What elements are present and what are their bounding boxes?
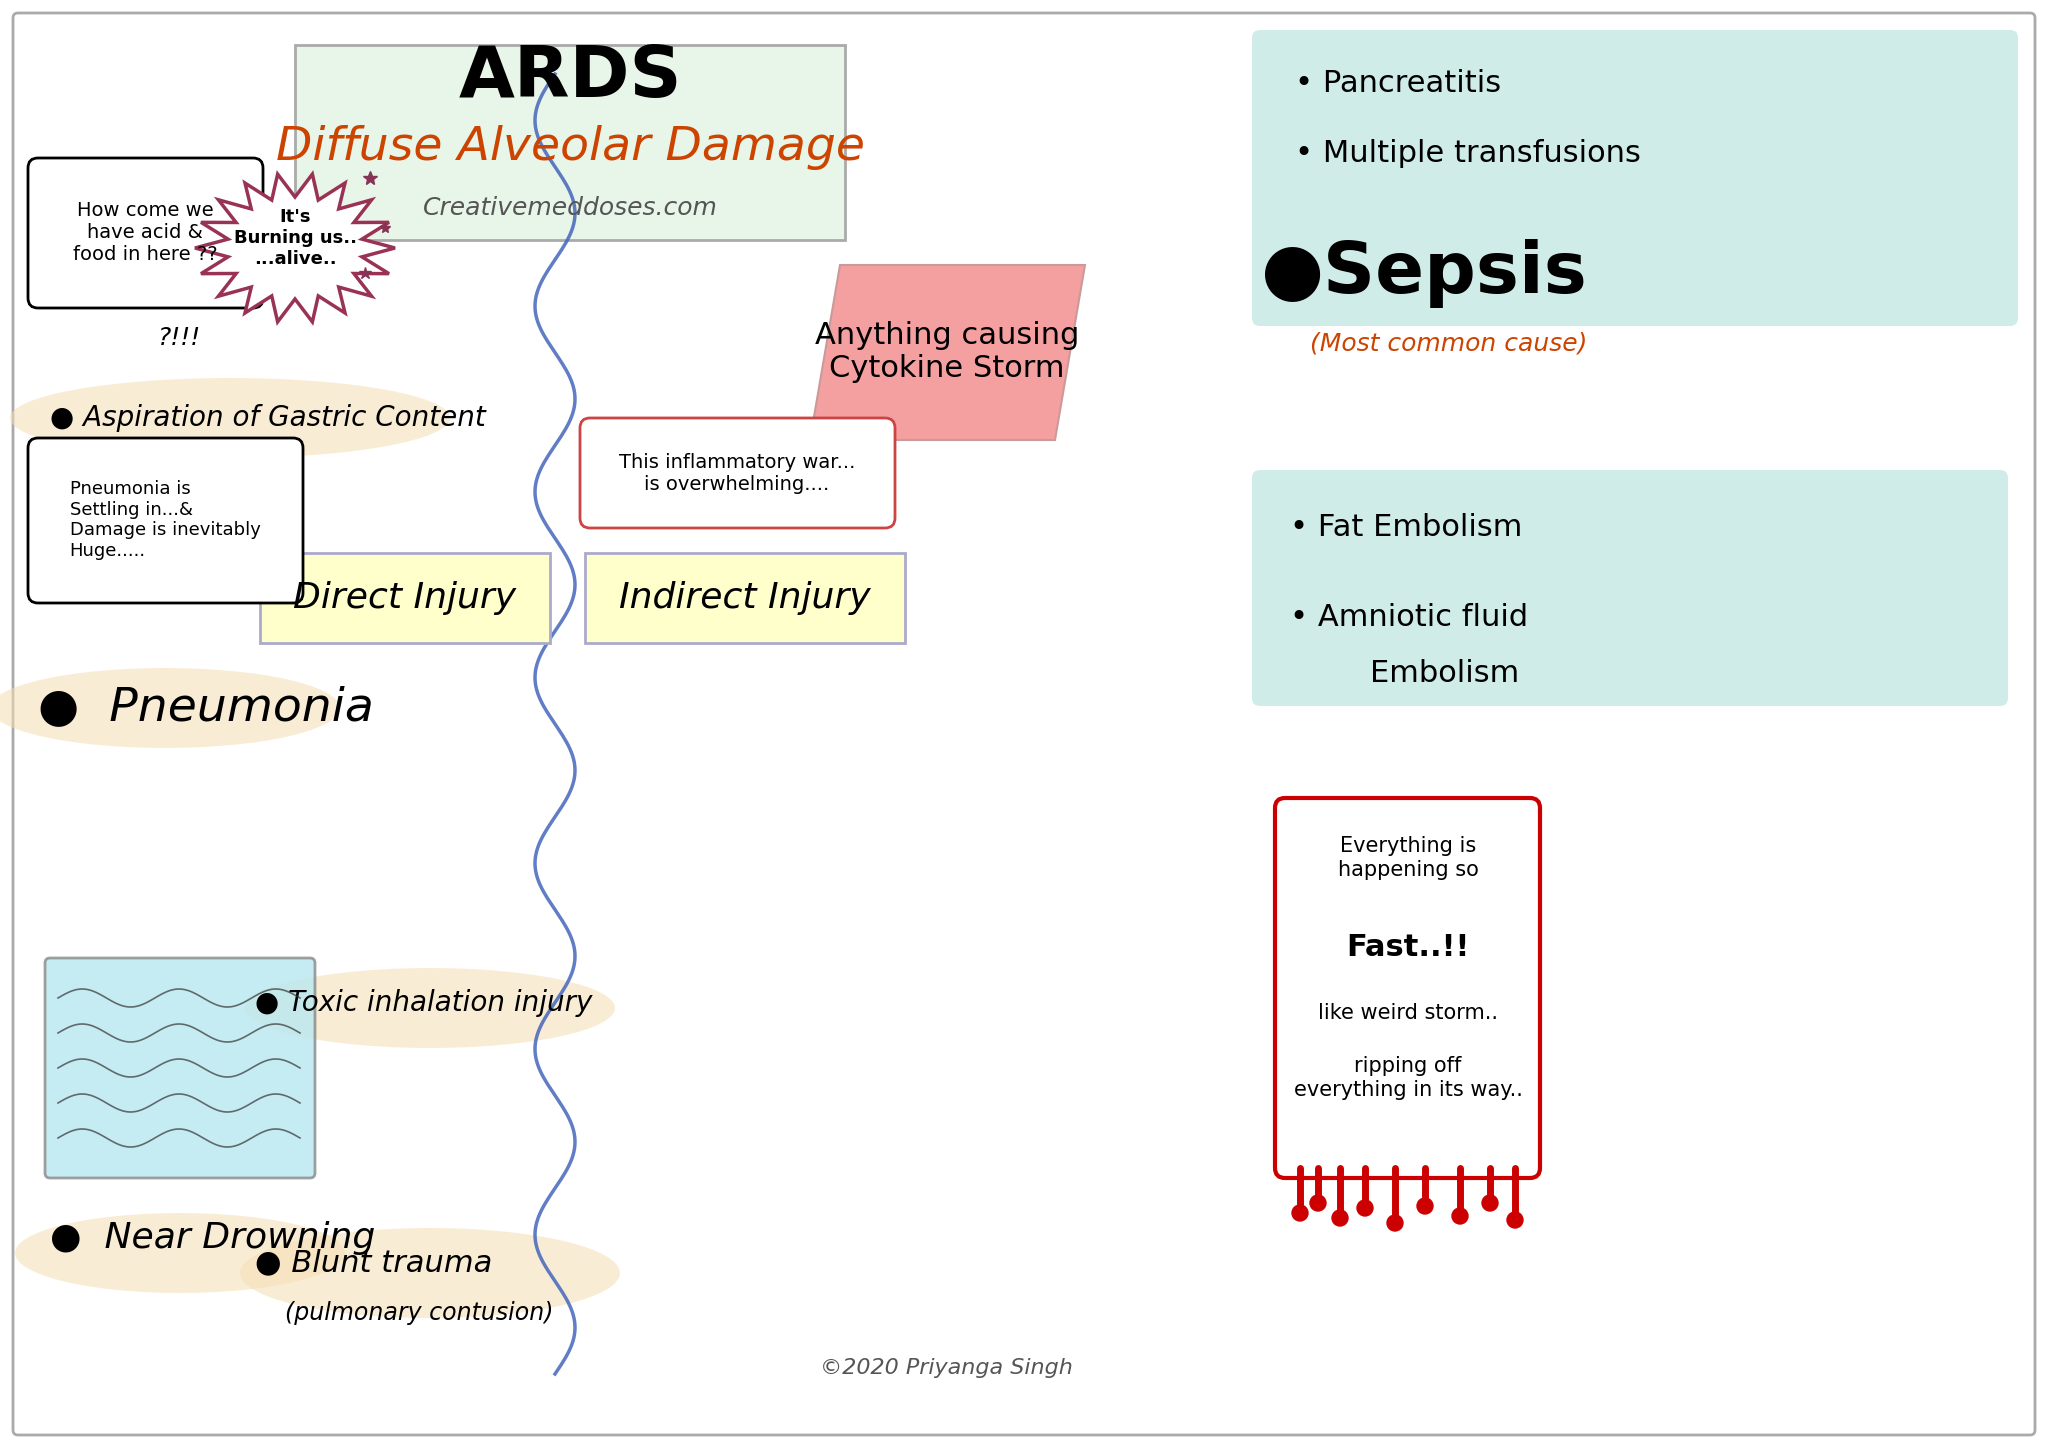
FancyBboxPatch shape xyxy=(295,45,846,240)
Text: It's
Burning us..
...alive..: It's Burning us.. ...alive.. xyxy=(233,209,356,268)
Text: ● Aspiration of Gastric Content: ● Aspiration of Gastric Content xyxy=(49,404,485,432)
Text: Pneumonia is
Settling in...&
Damage is inevitably
Huge.....: Pneumonia is Settling in...& Damage is i… xyxy=(70,479,260,560)
Text: Anything causing
Cytokine Storm: Anything causing Cytokine Storm xyxy=(815,320,1079,384)
FancyBboxPatch shape xyxy=(260,553,551,643)
Text: Embolism: Embolism xyxy=(1370,659,1520,688)
FancyBboxPatch shape xyxy=(586,553,905,643)
Text: ●  Pneumonia: ● Pneumonia xyxy=(39,685,375,730)
Circle shape xyxy=(1417,1197,1434,1213)
Ellipse shape xyxy=(240,1228,621,1318)
Polygon shape xyxy=(811,265,1085,440)
Circle shape xyxy=(1386,1215,1403,1231)
Text: • Multiple transfusions: • Multiple transfusions xyxy=(1294,139,1640,168)
Circle shape xyxy=(1483,1195,1497,1211)
Ellipse shape xyxy=(14,1213,344,1293)
Ellipse shape xyxy=(0,668,340,749)
Ellipse shape xyxy=(10,378,451,458)
FancyBboxPatch shape xyxy=(1276,798,1540,1179)
Text: ● Blunt trauma: ● Blunt trauma xyxy=(256,1248,492,1277)
FancyBboxPatch shape xyxy=(29,158,262,308)
Text: Fast..!!: Fast..!! xyxy=(1346,934,1470,963)
Circle shape xyxy=(1507,1212,1524,1228)
Text: • Fat Embolism: • Fat Embolism xyxy=(1290,514,1522,543)
Text: ARDS: ARDS xyxy=(459,43,682,113)
Circle shape xyxy=(1358,1200,1372,1216)
Text: Creativemeddoses.com: Creativemeddoses.com xyxy=(422,195,717,220)
Text: Direct Injury: Direct Injury xyxy=(293,581,516,615)
Text: This inflammatory war...
is overwhelming....: This inflammatory war... is overwhelming… xyxy=(618,452,856,494)
Text: Indirect Injury: Indirect Injury xyxy=(618,581,870,615)
Circle shape xyxy=(1311,1195,1325,1211)
Text: ● Toxic inhalation injury: ● Toxic inhalation injury xyxy=(256,989,592,1016)
Text: Everything is
happening so: Everything is happening so xyxy=(1337,837,1479,879)
FancyBboxPatch shape xyxy=(1251,471,2007,707)
FancyBboxPatch shape xyxy=(45,959,315,1179)
Text: • Amniotic fluid: • Amniotic fluid xyxy=(1290,604,1528,633)
Text: How come we
have acid &
food in here ??: How come we have acid & food in here ?? xyxy=(72,201,217,265)
FancyBboxPatch shape xyxy=(29,437,303,602)
Text: Diffuse Alveolar Damage: Diffuse Alveolar Damage xyxy=(276,126,864,171)
FancyBboxPatch shape xyxy=(580,418,895,529)
Ellipse shape xyxy=(246,969,614,1048)
FancyBboxPatch shape xyxy=(1251,30,2017,326)
Circle shape xyxy=(1331,1211,1348,1226)
Circle shape xyxy=(1452,1208,1468,1224)
Text: ?!!!: ?!!! xyxy=(158,326,201,350)
Text: (Most common cause): (Most common cause) xyxy=(1311,332,1587,355)
Text: ●Sepsis: ●Sepsis xyxy=(1260,239,1587,307)
Text: ●  Near Drowning: ● Near Drowning xyxy=(49,1221,375,1255)
Text: ripping off
everything in its way..: ripping off everything in its way.. xyxy=(1294,1057,1522,1099)
Text: • Pancreatitis: • Pancreatitis xyxy=(1294,68,1501,97)
Text: like weird storm..: like weird storm.. xyxy=(1319,1003,1497,1022)
FancyBboxPatch shape xyxy=(12,13,2036,1435)
Circle shape xyxy=(1292,1205,1309,1221)
Polygon shape xyxy=(195,174,395,321)
Text: (pulmonary contusion): (pulmonary contusion) xyxy=(285,1300,553,1325)
Text: ©2020 Priyanga Singh: ©2020 Priyanga Singh xyxy=(819,1358,1073,1378)
